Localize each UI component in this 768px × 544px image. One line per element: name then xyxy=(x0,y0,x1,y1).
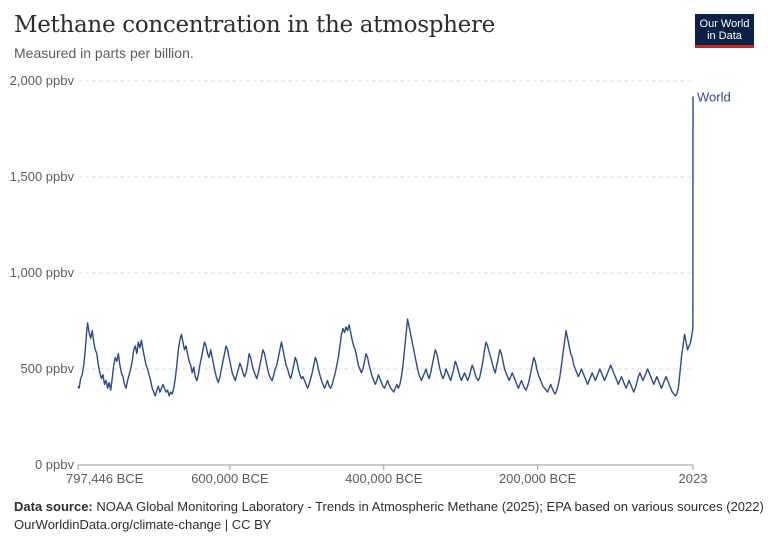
y-tick-label: 1,500 ppbv xyxy=(10,169,75,184)
y-tick-label: 2,000 ppbv xyxy=(10,73,75,88)
grid-lines xyxy=(78,80,693,466)
series-label: World xyxy=(697,89,731,104)
y-tick-label: 0 ppbv xyxy=(35,457,75,472)
y-tick-label: 500 ppbv xyxy=(21,361,75,376)
y-axis-ticks: 0 ppbv 500 ppbv 1,000 ppbv 1,500 ppbv 2,000 … xyxy=(10,73,75,472)
data-source-label: Data source: xyxy=(14,499,93,514)
chart-subtitle: Measured in parts per billion. xyxy=(14,45,194,61)
footer-link[interactable]: OurWorldinData.org/climate-change | CC B… xyxy=(14,517,272,532)
data-source-line: Data source: NOAA Global Monitoring Labo… xyxy=(14,498,764,516)
x-tick-label: 797,446 BCE xyxy=(66,471,144,486)
series-line-world[interactable] xyxy=(77,96,694,397)
logo-line-2: in Data xyxy=(707,30,742,42)
logo-accent-bar xyxy=(695,45,754,48)
x-tick-label: 400,000 BCE xyxy=(345,471,423,486)
logo-line-1: Our World xyxy=(699,18,750,30)
data-source-text: NOAA Global Monitoring Laboratory - Tren… xyxy=(96,499,764,514)
x-tick-label: 200,000 BCE xyxy=(499,471,577,486)
y-tick-label: 1,000 ppbv xyxy=(10,265,75,280)
x-tick-label: 600,000 BCE xyxy=(191,471,269,486)
x-tick-label: 2023 xyxy=(679,471,708,486)
chart-title: Methane concentration in the atmosphere xyxy=(14,12,495,38)
series-layer: World xyxy=(77,89,731,397)
x-axis-ticks: 797,446 BCE 600,000 BCE 400,000 BCE 200,000… xyxy=(66,465,707,486)
footer: Data source: NOAA Global Monitoring Labo… xyxy=(14,498,764,534)
owid-logo[interactable]: Our World in Data xyxy=(695,14,754,48)
